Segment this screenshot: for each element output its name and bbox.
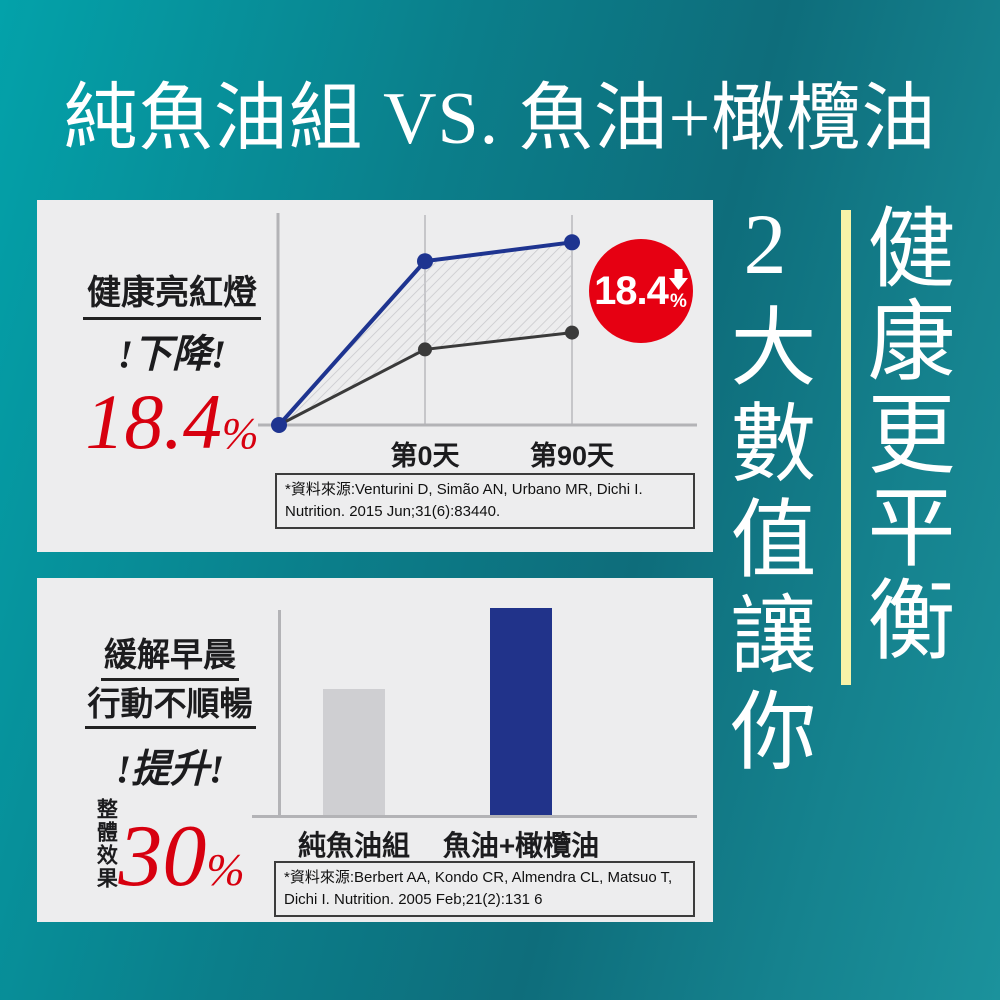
data-point-upper (417, 253, 433, 270)
yellow-accent-bar (841, 210, 851, 685)
panel1-stat-value: 18.4 (85, 377, 222, 465)
data-point-upper (564, 234, 580, 251)
page-title: 純魚油組 VS. 魚油+橄欖油 (63, 78, 937, 160)
banner-text-line2: 健康更平衡 (854, 202, 951, 667)
x-tick-day90: 第90天 (529, 441, 615, 471)
bar-chart-stat-block: 緩解早晨 行動不順暢 !提升! 整體效果 30% (43, 632, 297, 900)
banner-text-line1: 2大數值讓你 (717, 196, 813, 782)
citation-source-2: *資料來源:Berbert AA, Kondo CR, Almendra CL,… (274, 861, 695, 917)
bar-fish-olive-oil (490, 608, 552, 815)
panel2-stat-prefix: 整體效果 (94, 798, 119, 891)
panel1-stat-unit: % (221, 408, 259, 458)
data-point-upper (271, 417, 287, 433)
badge-value: 18.4 (594, 268, 669, 313)
bar-label-fish-olive-oil: 魚油+橄欖油 (442, 830, 600, 861)
panel1-stat: 18.4% (49, 382, 295, 460)
bar-y-axis (278, 610, 281, 818)
panel2-headline-line2: 行動不順暢 (84, 687, 256, 730)
x-tick-day0: 第0天 (390, 441, 460, 471)
badge-unit: % (669, 291, 687, 312)
line-chart (258, 213, 697, 433)
citation-source-1: *資料來源:Venturini D, Simão AN, Urbano MR, … (275, 473, 695, 529)
bar-pure-fish-oil (323, 689, 385, 815)
panel2-stat-number: 30% (118, 812, 245, 900)
bar-label-pure-fish-oil: 純魚油組 (297, 830, 410, 861)
arrow-down-icon (668, 269, 688, 290)
panel2-stat-unit: % (206, 843, 245, 895)
panel2-subline: !提升! (115, 748, 225, 792)
drop-badge: 18.4 % (589, 239, 693, 343)
panel-line-chart: 健康亮紅燈 !下降! 18.4% 第0天 第90天 18.4 % (37, 200, 713, 552)
panel1-subline: !下降! (117, 332, 227, 376)
data-point-lower (418, 342, 432, 357)
panel2-stat-value: 30 (118, 807, 207, 905)
panel1-headline: 健康亮紅燈 (83, 276, 261, 320)
gap-area-hatched (279, 242, 572, 425)
data-point-lower (565, 325, 579, 340)
panel-bar-chart: 緩解早晨 行動不順暢 !提升! 整體效果 30% 純魚油組 魚油+橄欖油 *資料… (37, 578, 713, 922)
panel2-stat: 整體效果 30% (43, 798, 297, 900)
bar-x-axis (252, 815, 697, 818)
line-chart-stat-block: 健康亮紅燈 !下降! 18.4% (49, 276, 295, 460)
panel2-headline-line1: 緩解早晨 (101, 639, 239, 681)
